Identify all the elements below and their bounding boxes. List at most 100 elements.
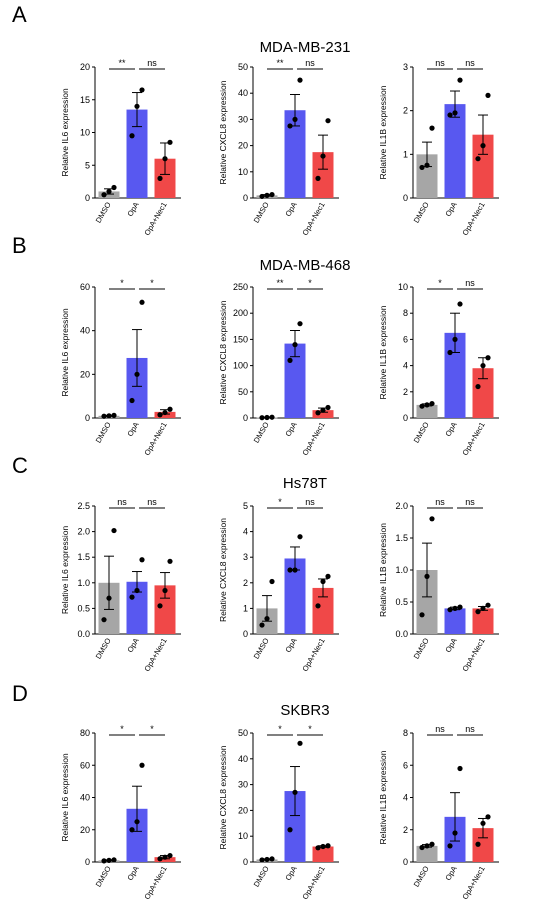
y-tick-label: 1 bbox=[243, 603, 248, 613]
y-tick-label: 20 bbox=[80, 62, 90, 72]
significance-label: * bbox=[308, 724, 312, 734]
data-point bbox=[419, 164, 425, 171]
bar-opa-nec1 bbox=[472, 608, 494, 634]
x-tick-label: DMSO bbox=[94, 864, 113, 888]
data-point bbox=[111, 184, 117, 191]
bar-opa-nec1 bbox=[312, 410, 334, 418]
data-point bbox=[264, 414, 270, 421]
data-point bbox=[452, 110, 458, 116]
y-tick-label: 2.0 bbox=[395, 501, 408, 511]
panel-letter-d: D bbox=[12, 681, 28, 706]
x-tick-label: DMSO bbox=[412, 420, 431, 444]
significance-label: ns bbox=[117, 497, 127, 507]
data-point bbox=[134, 819, 140, 825]
y-tick-label: 4 bbox=[243, 527, 248, 537]
data-point bbox=[101, 858, 107, 864]
data-point bbox=[480, 820, 486, 826]
bar-opa-nec1 bbox=[312, 152, 334, 198]
y-tick-label: 0 bbox=[403, 857, 408, 867]
data-point bbox=[162, 854, 168, 860]
data-point bbox=[264, 856, 270, 863]
data-point bbox=[485, 602, 491, 608]
x-tick-label: OpA bbox=[283, 421, 298, 439]
cell-line-title-b: MDA-MB-468 bbox=[260, 257, 351, 274]
y-tick-label: 50 bbox=[238, 728, 248, 738]
x-tick-label: DMSO bbox=[94, 200, 113, 224]
x-tick-label: DMSO bbox=[94, 636, 113, 660]
significance-label: * bbox=[278, 497, 282, 507]
bar-opa bbox=[444, 608, 466, 634]
bar-opa bbox=[284, 110, 306, 198]
x-tick-label: OpA bbox=[283, 637, 298, 655]
bar-dmso bbox=[416, 570, 438, 634]
significance-label: ns bbox=[465, 278, 475, 288]
y-tick-label: 5 bbox=[243, 501, 248, 511]
x-tick-label: DMSO bbox=[412, 864, 431, 888]
x-tick-label: OpA+Nec1 bbox=[142, 201, 168, 237]
chart-c-1: 0.0 0.5 1.0 1.5 2.0 2.5 Relative IL6 expressio… bbox=[60, 497, 181, 673]
y-tick-label: 250 bbox=[233, 282, 248, 292]
x-tick-label: OpA bbox=[125, 637, 140, 655]
x-tick-label: OpA bbox=[443, 421, 458, 439]
y-tick-label: 0 bbox=[85, 413, 90, 423]
y-tick-label: 50 bbox=[238, 387, 248, 397]
y-tick-label: 2 bbox=[403, 106, 408, 116]
y-tick-label: 2 bbox=[403, 387, 408, 397]
data-point bbox=[485, 92, 491, 98]
bar-opa-nec1 bbox=[154, 158, 176, 198]
bar-opa bbox=[284, 791, 306, 862]
y-tick-label: 30 bbox=[238, 114, 248, 124]
x-tick-label: OpA bbox=[125, 421, 140, 439]
y-tick-label: 50 bbox=[238, 62, 248, 72]
data-point bbox=[452, 830, 458, 836]
data-point bbox=[106, 413, 112, 419]
data-point bbox=[457, 604, 463, 610]
significance-label: * bbox=[278, 724, 282, 734]
y-tick-label: 0 bbox=[243, 413, 248, 423]
data-point bbox=[106, 857, 112, 863]
chart-c-3: 0.0 0.5 1.0 1.5 2.0 Relative IL1B expression D… bbox=[378, 497, 499, 673]
data-point bbox=[134, 103, 140, 109]
x-tick-label: DMSO bbox=[252, 420, 271, 444]
x-tick-label: DMSO bbox=[252, 864, 271, 888]
y-tick-label: 10 bbox=[80, 128, 90, 138]
y-tick-label: 5 bbox=[85, 160, 90, 170]
significance-label: * bbox=[120, 278, 124, 288]
data-point bbox=[167, 852, 173, 859]
data-point bbox=[157, 603, 163, 609]
data-point bbox=[157, 856, 163, 862]
data-point bbox=[101, 192, 107, 198]
data-point bbox=[325, 573, 331, 580]
y-tick-label: 2.5 bbox=[77, 501, 90, 511]
data-point bbox=[167, 139, 173, 145]
data-point bbox=[320, 843, 326, 850]
x-tick-label: DMSO bbox=[412, 200, 431, 224]
data-point bbox=[101, 617, 107, 623]
x-tick-label: DMSO bbox=[412, 636, 431, 660]
data-point bbox=[134, 587, 140, 594]
y-tick-label: 20 bbox=[238, 805, 248, 815]
y-tick-label: 40 bbox=[238, 88, 248, 98]
data-point bbox=[424, 843, 430, 849]
data-point bbox=[269, 414, 275, 420]
panel-headers: A MDA-MB-231 B MDA-MB-468 C Hs78T D SKBR… bbox=[12, 2, 350, 719]
significance-label: * bbox=[150, 278, 154, 288]
chart-d-3: 0 2 4 6 8 Relative IL1B expression DMSO OpA OpA+… bbox=[378, 724, 499, 901]
y-tick-label: 3 bbox=[243, 552, 248, 562]
y-tick-label: 1.5 bbox=[77, 552, 90, 562]
bar-opa-nec1 bbox=[472, 368, 494, 418]
significance-label: * bbox=[120, 724, 124, 734]
data-point bbox=[101, 413, 107, 419]
x-tick-label: OpA+Nec1 bbox=[142, 637, 168, 673]
data-point bbox=[452, 605, 458, 612]
y-tick-label: 2 bbox=[243, 578, 248, 588]
data-point bbox=[447, 607, 453, 613]
x-tick-label: OpA bbox=[443, 201, 458, 219]
y-tick-label: 1 bbox=[403, 149, 408, 159]
data-point bbox=[457, 765, 463, 772]
data-point bbox=[129, 594, 135, 600]
y-axis-label: Relative IL1B expression bbox=[378, 305, 388, 399]
x-tick-label: OpA bbox=[443, 865, 458, 883]
data-point bbox=[447, 349, 453, 356]
